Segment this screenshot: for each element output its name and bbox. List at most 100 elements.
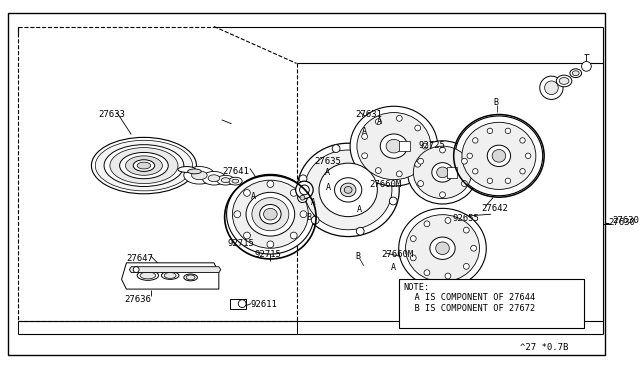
Ellipse shape <box>202 171 226 185</box>
Ellipse shape <box>120 153 168 179</box>
Text: 27635: 27635 <box>314 157 341 166</box>
Ellipse shape <box>164 273 176 278</box>
Ellipse shape <box>319 163 378 217</box>
Circle shape <box>470 245 477 251</box>
Text: NOTE:: NOTE: <box>404 283 430 292</box>
Ellipse shape <box>380 134 408 158</box>
Ellipse shape <box>556 75 572 87</box>
Circle shape <box>311 216 319 224</box>
Text: 27638: 27638 <box>426 282 453 291</box>
Ellipse shape <box>217 175 234 185</box>
Circle shape <box>410 236 416 241</box>
Ellipse shape <box>186 275 195 280</box>
Ellipse shape <box>137 270 159 280</box>
Ellipse shape <box>462 122 536 189</box>
Ellipse shape <box>350 106 438 186</box>
Ellipse shape <box>487 145 511 167</box>
Circle shape <box>300 185 309 195</box>
Ellipse shape <box>232 179 239 183</box>
Text: 92715: 92715 <box>228 238 255 247</box>
Ellipse shape <box>104 145 184 186</box>
Bar <box>399 279 584 328</box>
Circle shape <box>376 119 381 125</box>
Ellipse shape <box>133 160 155 171</box>
Circle shape <box>415 161 420 167</box>
Bar <box>399 141 410 151</box>
Circle shape <box>422 143 428 149</box>
Circle shape <box>300 195 305 200</box>
Circle shape <box>291 189 297 196</box>
Text: A: A <box>357 205 362 214</box>
Text: B IS COMPONENT OF 27672: B IS COMPONENT OF 27672 <box>404 304 535 313</box>
Circle shape <box>396 115 402 121</box>
Ellipse shape <box>357 113 431 180</box>
Ellipse shape <box>110 148 178 183</box>
Ellipse shape <box>408 141 477 204</box>
Ellipse shape <box>178 167 195 172</box>
Ellipse shape <box>221 178 230 183</box>
Circle shape <box>300 211 307 218</box>
Circle shape <box>378 156 385 164</box>
Circle shape <box>505 178 511 183</box>
Text: 92715: 92715 <box>255 250 282 259</box>
Circle shape <box>440 192 445 198</box>
Circle shape <box>418 158 424 164</box>
Ellipse shape <box>191 171 207 180</box>
Circle shape <box>238 300 246 308</box>
Text: 27660M: 27660M <box>381 250 413 259</box>
Ellipse shape <box>228 177 242 185</box>
Polygon shape <box>129 267 221 273</box>
Ellipse shape <box>137 162 151 169</box>
Circle shape <box>520 138 525 143</box>
Text: A: A <box>362 127 367 136</box>
Circle shape <box>298 193 307 202</box>
Circle shape <box>244 232 250 239</box>
Circle shape <box>505 128 511 134</box>
Circle shape <box>520 169 525 174</box>
Text: 27630: 27630 <box>609 218 636 227</box>
Ellipse shape <box>340 183 356 197</box>
Circle shape <box>376 168 381 173</box>
Circle shape <box>487 178 493 183</box>
Ellipse shape <box>386 140 402 153</box>
Circle shape <box>415 125 420 131</box>
Ellipse shape <box>232 180 308 248</box>
Ellipse shape <box>95 140 193 191</box>
Circle shape <box>267 241 274 248</box>
Ellipse shape <box>297 143 399 237</box>
Ellipse shape <box>559 77 569 84</box>
Ellipse shape <box>125 156 163 175</box>
Text: 27630: 27630 <box>612 215 639 225</box>
Ellipse shape <box>436 167 449 178</box>
Circle shape <box>424 221 430 227</box>
Text: 27633: 27633 <box>99 110 125 119</box>
Ellipse shape <box>92 137 196 194</box>
Circle shape <box>525 153 531 158</box>
Circle shape <box>472 169 478 174</box>
Ellipse shape <box>184 274 197 281</box>
Text: 27631: 27631 <box>355 110 382 119</box>
Bar <box>230 299 246 308</box>
Circle shape <box>424 270 430 276</box>
Ellipse shape <box>413 146 472 199</box>
Bar <box>447 167 457 178</box>
Circle shape <box>362 134 367 140</box>
Ellipse shape <box>492 150 506 162</box>
Ellipse shape <box>406 215 479 282</box>
Circle shape <box>445 273 451 279</box>
Ellipse shape <box>227 174 314 254</box>
Circle shape <box>463 263 469 269</box>
Circle shape <box>463 227 469 233</box>
Circle shape <box>445 218 451 223</box>
Circle shape <box>540 76 563 99</box>
Circle shape <box>362 153 367 159</box>
Ellipse shape <box>140 272 156 279</box>
Circle shape <box>545 81 558 94</box>
Circle shape <box>296 181 313 199</box>
Ellipse shape <box>252 198 289 231</box>
Text: A: A <box>377 117 382 126</box>
Text: ^27 *0.7B: ^27 *0.7B <box>520 343 569 352</box>
Ellipse shape <box>344 186 352 193</box>
Ellipse shape <box>455 116 543 196</box>
Ellipse shape <box>436 242 449 254</box>
